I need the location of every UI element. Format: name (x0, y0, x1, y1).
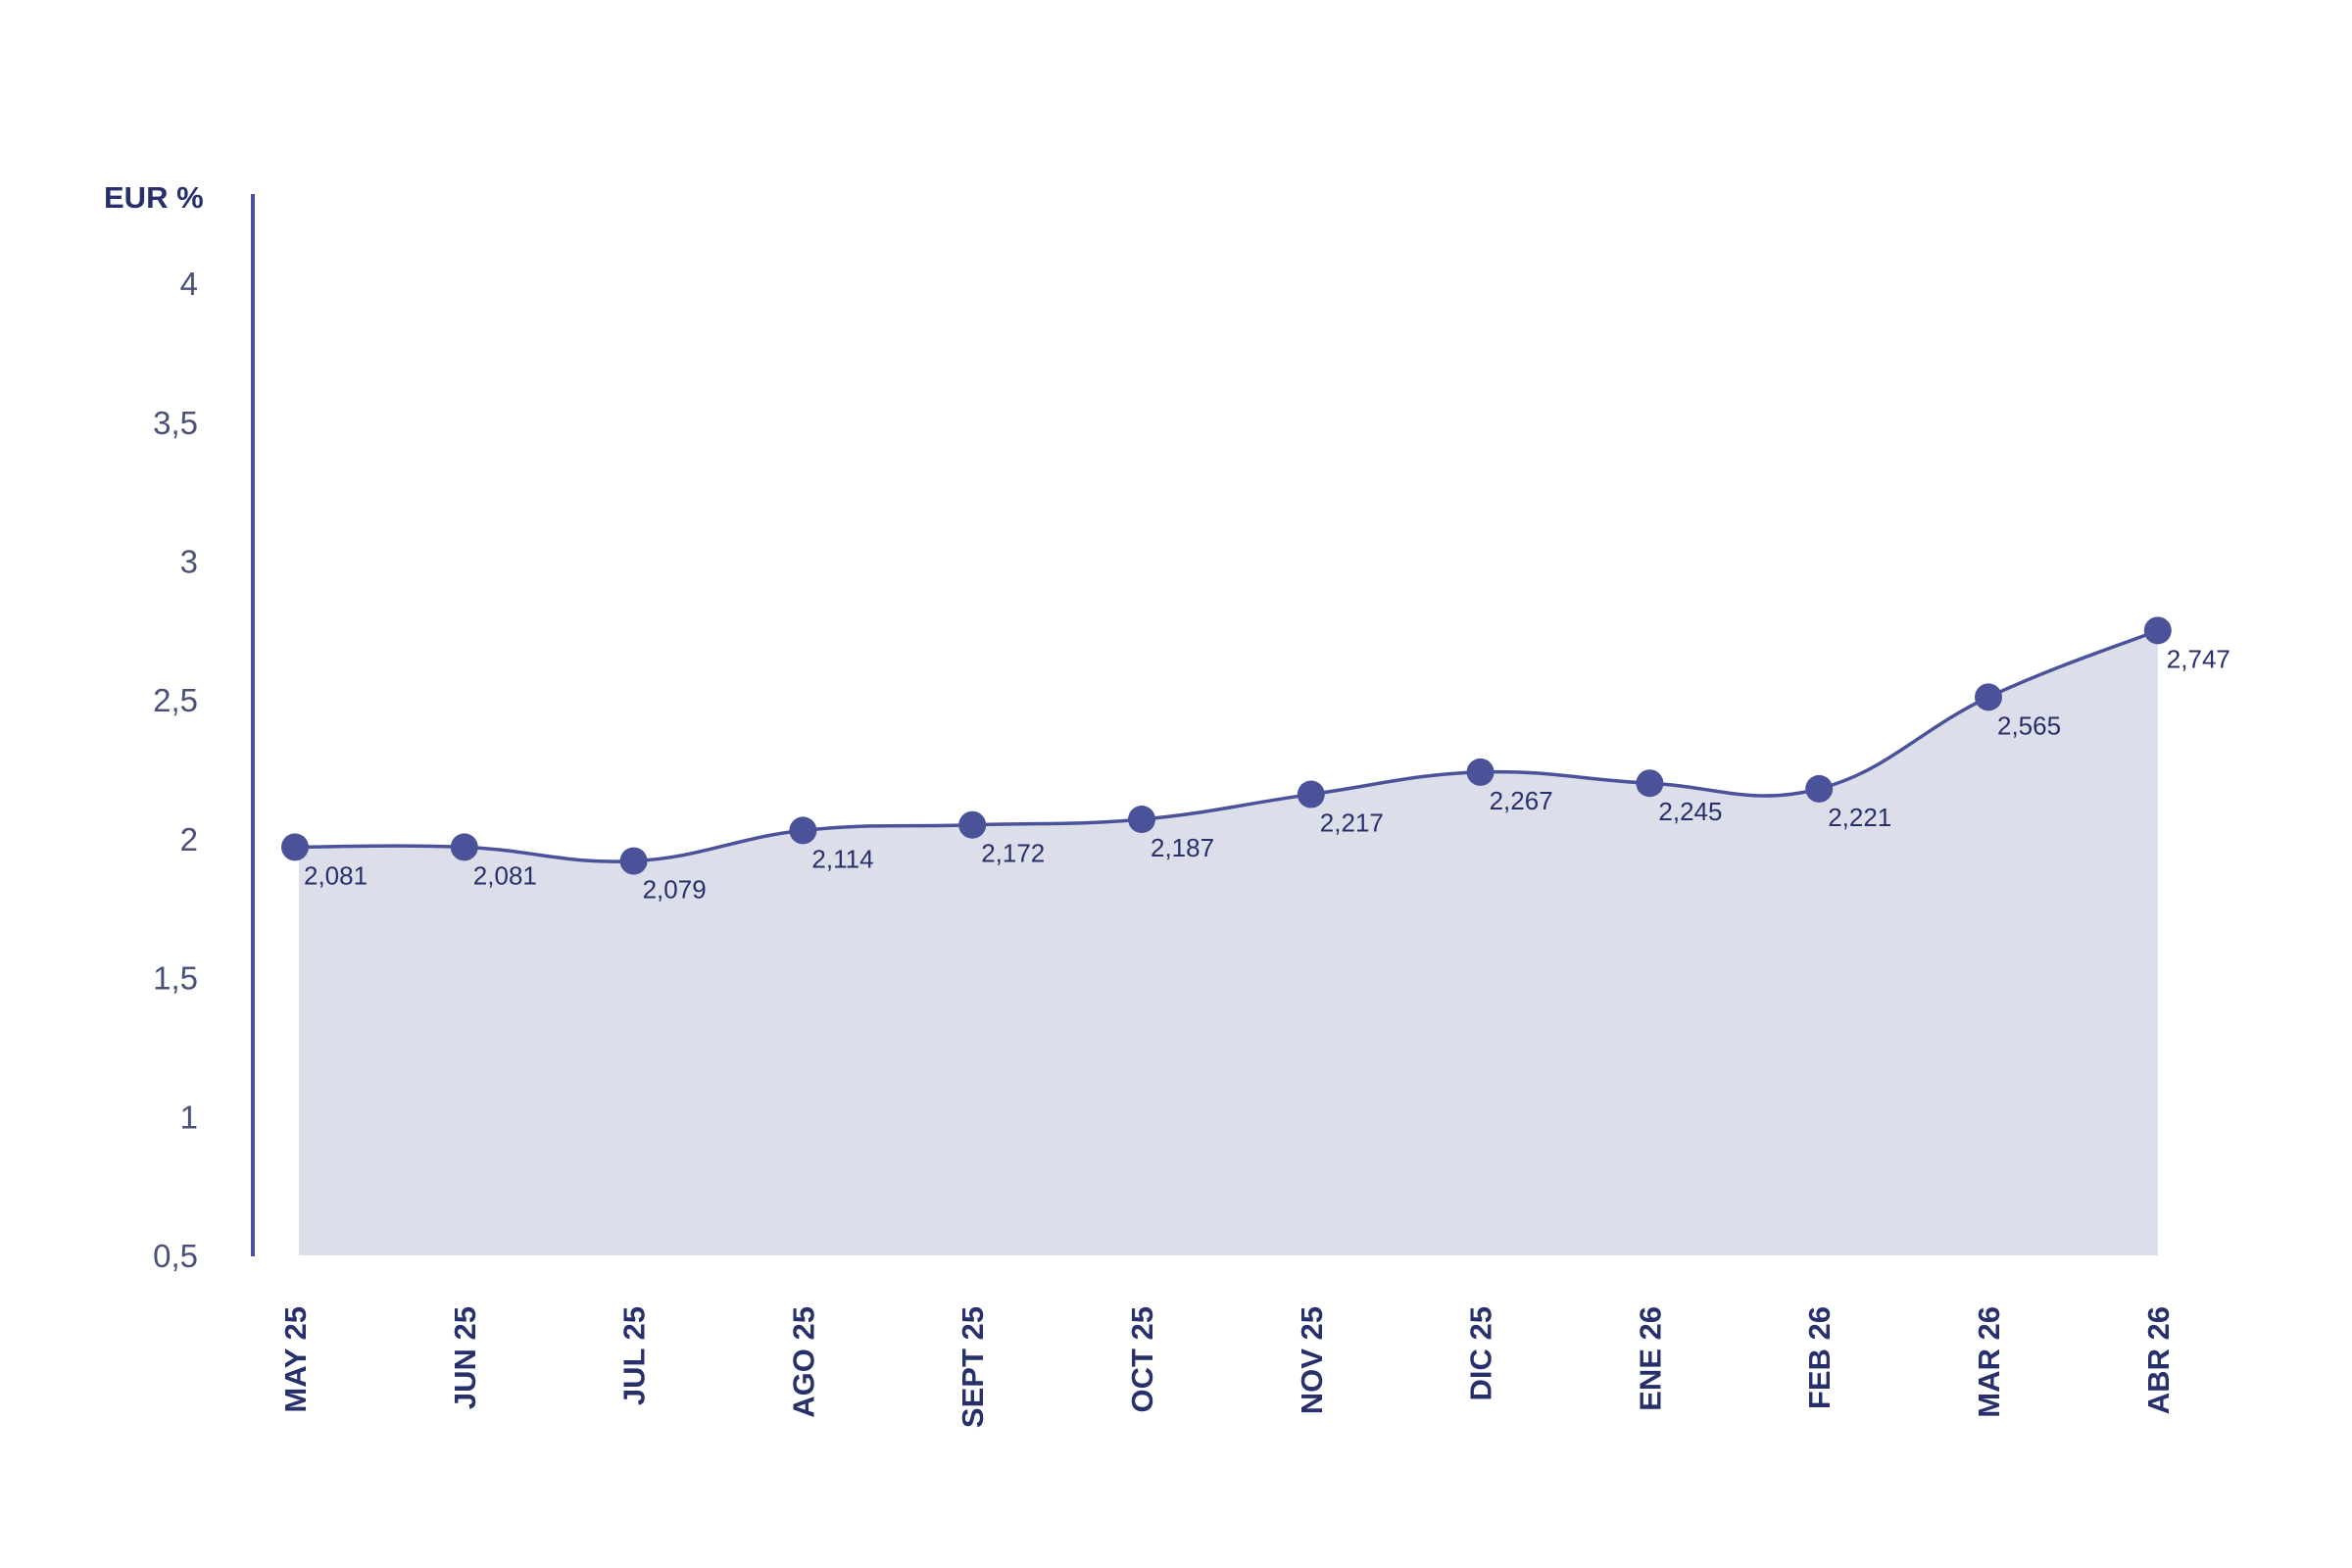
data-point (1805, 774, 1834, 803)
x-tick-label: NOV 25 (1295, 1306, 1329, 1414)
data-point (2143, 616, 2172, 645)
y-tick-label: 1,5 (153, 960, 198, 997)
y-tick-label: 1 (180, 1099, 198, 1135)
data-label: 2,565 (1997, 710, 2061, 740)
x-tick-label: JUL 25 (617, 1306, 652, 1405)
x-tick-label: ENE 26 (1633, 1306, 1667, 1411)
x-tick-label: OCT 25 (1125, 1306, 1159, 1413)
x-tick-labels: MAY 25 JUN 25 JUL 25 AGO 25 SEPT 25 OCT 25 NOV… (278, 1306, 2176, 1428)
data-label: 2,267 (1490, 786, 1553, 815)
area-layer (295, 630, 2158, 1255)
y-tick-label: 4 (180, 266, 198, 302)
data-point (1466, 758, 1494, 786)
y-tick-label: 2 (180, 821, 198, 858)
data-label: 2,081 (304, 860, 368, 890)
data-labels: 2,081 2,081 2,079 2,114 2,172 2,187 2,217 2,267… (304, 644, 2230, 904)
x-tick-label: DIC 25 (1464, 1306, 1498, 1400)
x-tick-label: SEPT 25 (956, 1306, 990, 1428)
data-point (1128, 806, 1155, 834)
data-point (619, 847, 648, 875)
data-label: 2,172 (981, 839, 1045, 868)
data-point (1297, 780, 1325, 808)
data-point (958, 810, 987, 839)
data-label: 2,217 (1320, 808, 1384, 838)
data-point (450, 833, 478, 861)
y-tick-label: 0,5 (153, 1238, 198, 1274)
y-axis-label: EUR % (104, 180, 204, 215)
data-label: 2,081 (473, 860, 537, 890)
x-tick-label: MAY 25 (278, 1306, 313, 1413)
data-label: 2,079 (643, 875, 707, 905)
x-tick-label: ABR 26 (2141, 1306, 2176, 1414)
y-tick-label: 3,5 (153, 405, 198, 441)
data-label: 2,221 (1828, 803, 1891, 832)
data-points (281, 616, 2172, 875)
series-area (295, 630, 2158, 1255)
series-line-layer (294, 628, 2159, 863)
data-label: 2,747 (2167, 644, 2230, 673)
data-point (1636, 769, 1664, 798)
y-tick-label: 2,5 (153, 682, 198, 718)
data-point (281, 833, 309, 861)
data-label: 2,245 (1658, 797, 1722, 826)
data-label: 2,114 (811, 844, 873, 873)
x-tick-label: AGO 25 (786, 1306, 820, 1418)
data-point (1975, 683, 2002, 711)
data-point (789, 816, 817, 845)
y-tick-labels: 0,5 1 1,5 2 2,5 3 3,5 4 (153, 266, 198, 1274)
x-tick-label: JUN 25 (448, 1306, 482, 1409)
series-line (294, 628, 2159, 863)
x-tick-label: FEB 26 (1802, 1306, 1837, 1409)
x-tick-label: MAR 26 (1972, 1306, 2006, 1418)
y-tick-label: 3 (180, 544, 198, 580)
data-label: 2,187 (1151, 833, 1214, 862)
